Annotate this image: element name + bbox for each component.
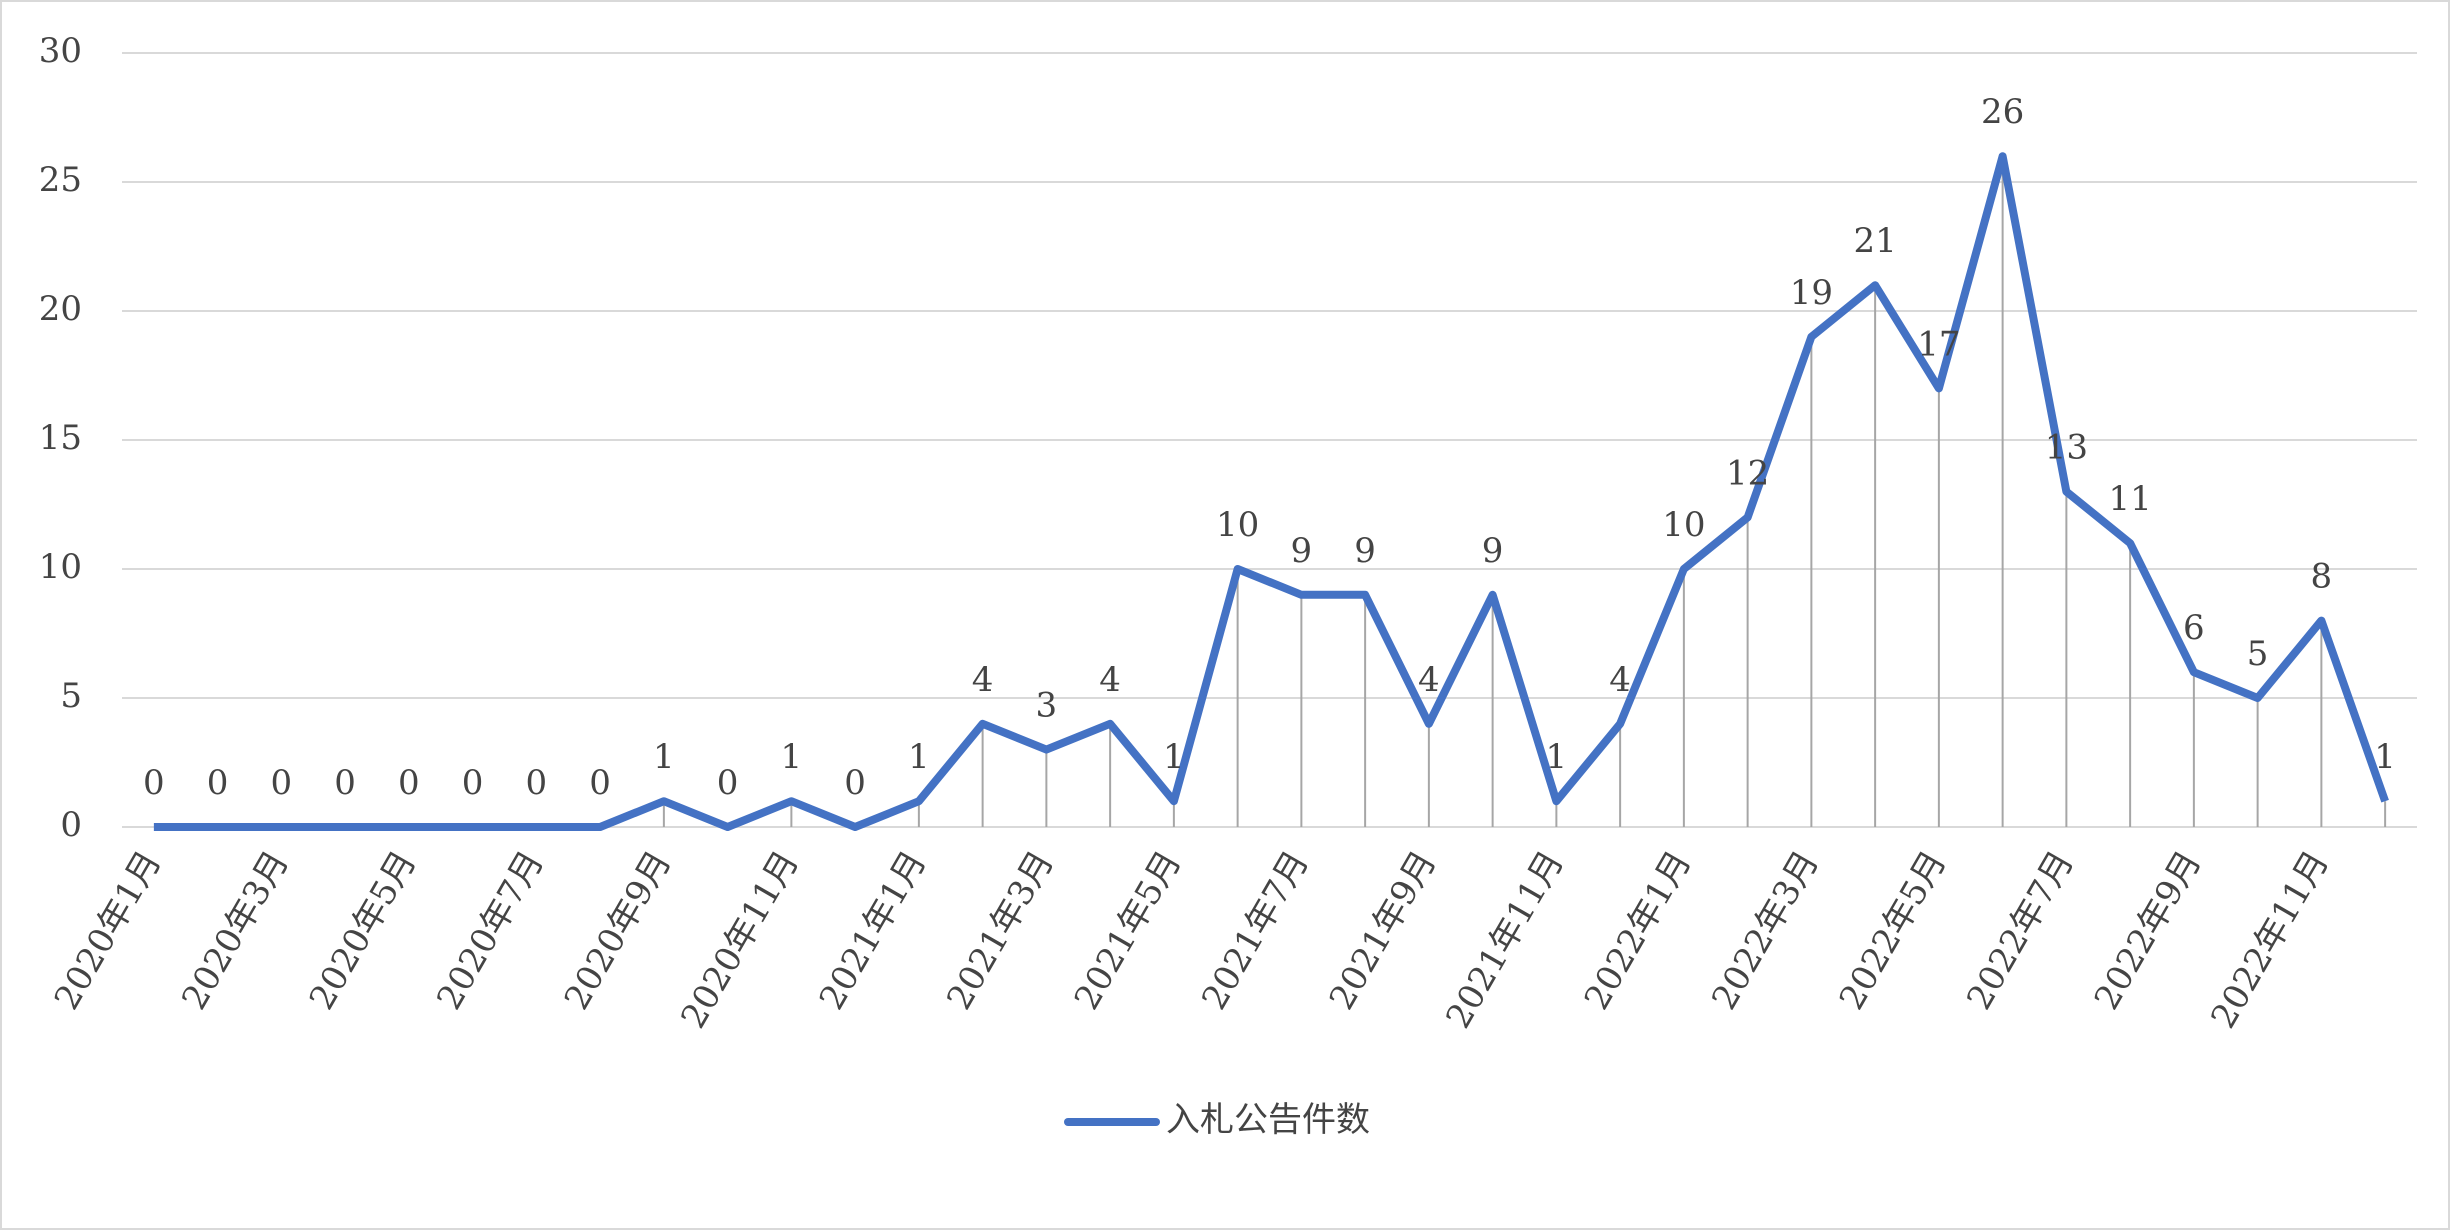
data-label: 0 <box>143 763 165 803</box>
data-label: 4 <box>972 660 994 700</box>
data-label: 13 <box>2045 428 2088 468</box>
y-tick-label: 25 <box>39 160 82 200</box>
data-label: 6 <box>2183 608 2205 648</box>
data-label: 26 <box>1981 92 2024 132</box>
data-label: 19 <box>1790 273 1833 313</box>
data-label: 1 <box>653 737 675 777</box>
data-label: 8 <box>2311 557 2333 597</box>
y-tick-label: 5 <box>60 676 82 716</box>
data-label: 0 <box>844 763 866 803</box>
data-label: 1 <box>2374 737 2396 777</box>
y-tick-label: 15 <box>39 418 82 458</box>
data-label: 4 <box>1099 660 1121 700</box>
data-label: 0 <box>334 763 356 803</box>
y-tick-label: 0 <box>60 805 82 845</box>
data-label: 3 <box>1036 686 1058 726</box>
data-label: 10 <box>1216 505 1259 545</box>
data-label: 0 <box>526 763 548 803</box>
data-label: 1 <box>781 737 803 777</box>
data-label: 10 <box>1662 505 1705 545</box>
data-label: 0 <box>271 763 293 803</box>
data-label: 11 <box>2108 479 2151 519</box>
y-tick-label: 30 <box>39 31 82 71</box>
data-label: 0 <box>589 763 611 803</box>
data-label: 4 <box>1609 660 1631 700</box>
data-label: 0 <box>398 763 420 803</box>
data-line <box>153 152 2389 831</box>
y-tick-label: 20 <box>39 289 82 329</box>
data-label: 9 <box>1354 531 1376 571</box>
y-tick-label: 10 <box>39 547 82 587</box>
data-label: 1 <box>1163 737 1185 777</box>
data-label: 0 <box>462 763 484 803</box>
data-label: 12 <box>1726 453 1769 493</box>
legend-label: 入札公告件数 <box>1166 1100 1370 1140</box>
data-label: 9 <box>1482 531 1504 571</box>
data-label: 1 <box>908 737 930 777</box>
data-label: 1 <box>1546 737 1568 777</box>
data-label: 0 <box>717 763 739 803</box>
data-label: 5 <box>2247 634 2269 674</box>
data-label: 0 <box>207 763 229 803</box>
data-label: 21 <box>1853 221 1896 261</box>
data-label: 17 <box>1917 324 1960 364</box>
data-label: 4 <box>1418 660 1440 700</box>
data-label: 9 <box>1291 531 1313 571</box>
